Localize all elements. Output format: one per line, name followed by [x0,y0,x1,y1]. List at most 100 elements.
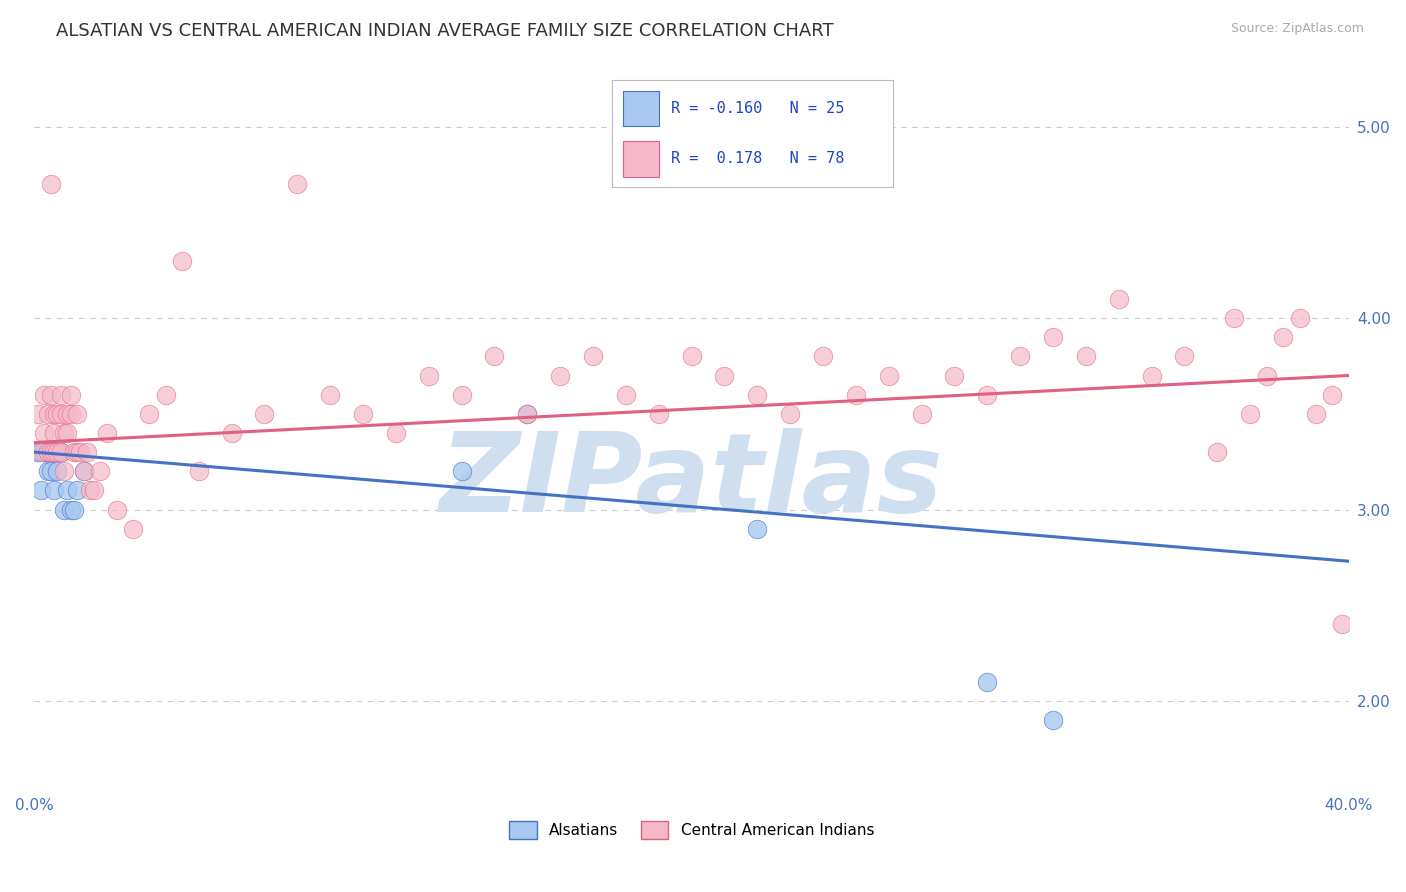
Point [79,483,101,498]
Point [1074,350,1097,364]
Point [39,177,62,191]
Bar [623,141,659,177]
Point [548,368,571,383]
Point [172,253,194,268]
Point [66,483,89,498]
Point [37,407,59,421]
Point [27,445,49,459]
Point [285,177,308,191]
Point [450,464,472,478]
Point [681,350,703,364]
Point [418,368,440,383]
Point [253,407,276,421]
Point [516,407,538,421]
Point [155,387,177,401]
Point [56,407,79,421]
Point [582,350,605,364]
Point [1042,330,1064,344]
Point [30,483,52,498]
Point [46,407,69,421]
Point [39,387,62,401]
Point [614,387,637,401]
Point [59,387,82,401]
Text: R =  0.178   N = 78: R = 0.178 N = 78 [671,152,844,167]
Point [1042,713,1064,727]
Point [1206,445,1229,459]
Point [49,407,72,421]
Point [66,445,89,459]
Point [1223,311,1246,326]
Text: ALSATIAN VS CENTRAL AMERICAN INDIAN AVERAGE FAMILY SIZE CORRELATION CHART: ALSATIAN VS CENTRAL AMERICAN INDIAN AVER… [56,22,834,40]
Point [1010,350,1032,364]
Point [877,368,900,383]
Point [122,522,145,536]
Point [37,464,59,478]
Point [46,445,69,459]
Point [39,445,62,459]
Point [32,445,55,459]
Point [484,350,506,364]
Point [73,464,96,478]
Point [1108,292,1130,306]
Point [52,464,75,478]
Point [105,502,128,516]
Point [32,445,55,459]
Point [845,387,868,401]
Point [76,445,98,459]
Point [83,483,105,498]
Point [49,445,72,459]
Text: R = -0.160   N = 25: R = -0.160 N = 25 [671,101,844,116]
Point [1140,368,1163,383]
Legend: Alsatians, Central American Indians: Alsatians, Central American Indians [503,815,880,845]
Point [450,387,472,401]
Point [976,674,998,689]
Point [910,407,932,421]
Point [779,407,801,421]
Point [49,445,72,459]
Point [42,483,65,498]
Text: Source: ZipAtlas.com: Source: ZipAtlas.com [1230,22,1364,36]
Point [39,445,62,459]
Point [37,445,59,459]
Text: ZIPatlas: ZIPatlas [440,428,943,535]
Point [1322,387,1344,401]
Point [30,445,52,459]
Point [42,445,65,459]
Point [59,502,82,516]
Point [42,445,65,459]
Point [42,425,65,440]
Point [73,464,96,478]
Point [66,407,89,421]
Point [1305,407,1327,421]
Point [385,425,408,440]
Point [96,425,118,440]
Point [221,425,243,440]
Point [62,502,84,516]
Point [352,407,374,421]
Point [42,407,65,421]
Point [516,407,538,421]
Point [1272,330,1295,344]
Point [1256,368,1278,383]
Point [56,483,79,498]
Point [42,445,65,459]
Point [69,445,91,459]
Point [56,425,79,440]
Point [1239,407,1261,421]
Point [747,522,769,536]
Point [187,464,209,478]
Point [319,387,342,401]
Point [747,387,769,401]
Point [138,407,160,421]
Point [32,425,55,440]
Point [1288,311,1310,326]
Point [89,464,111,478]
Point [59,407,82,421]
Point [811,350,834,364]
Point [32,387,55,401]
Point [46,445,69,459]
Point [713,368,735,383]
Point [52,502,75,516]
Point [46,464,69,478]
Point [49,387,72,401]
